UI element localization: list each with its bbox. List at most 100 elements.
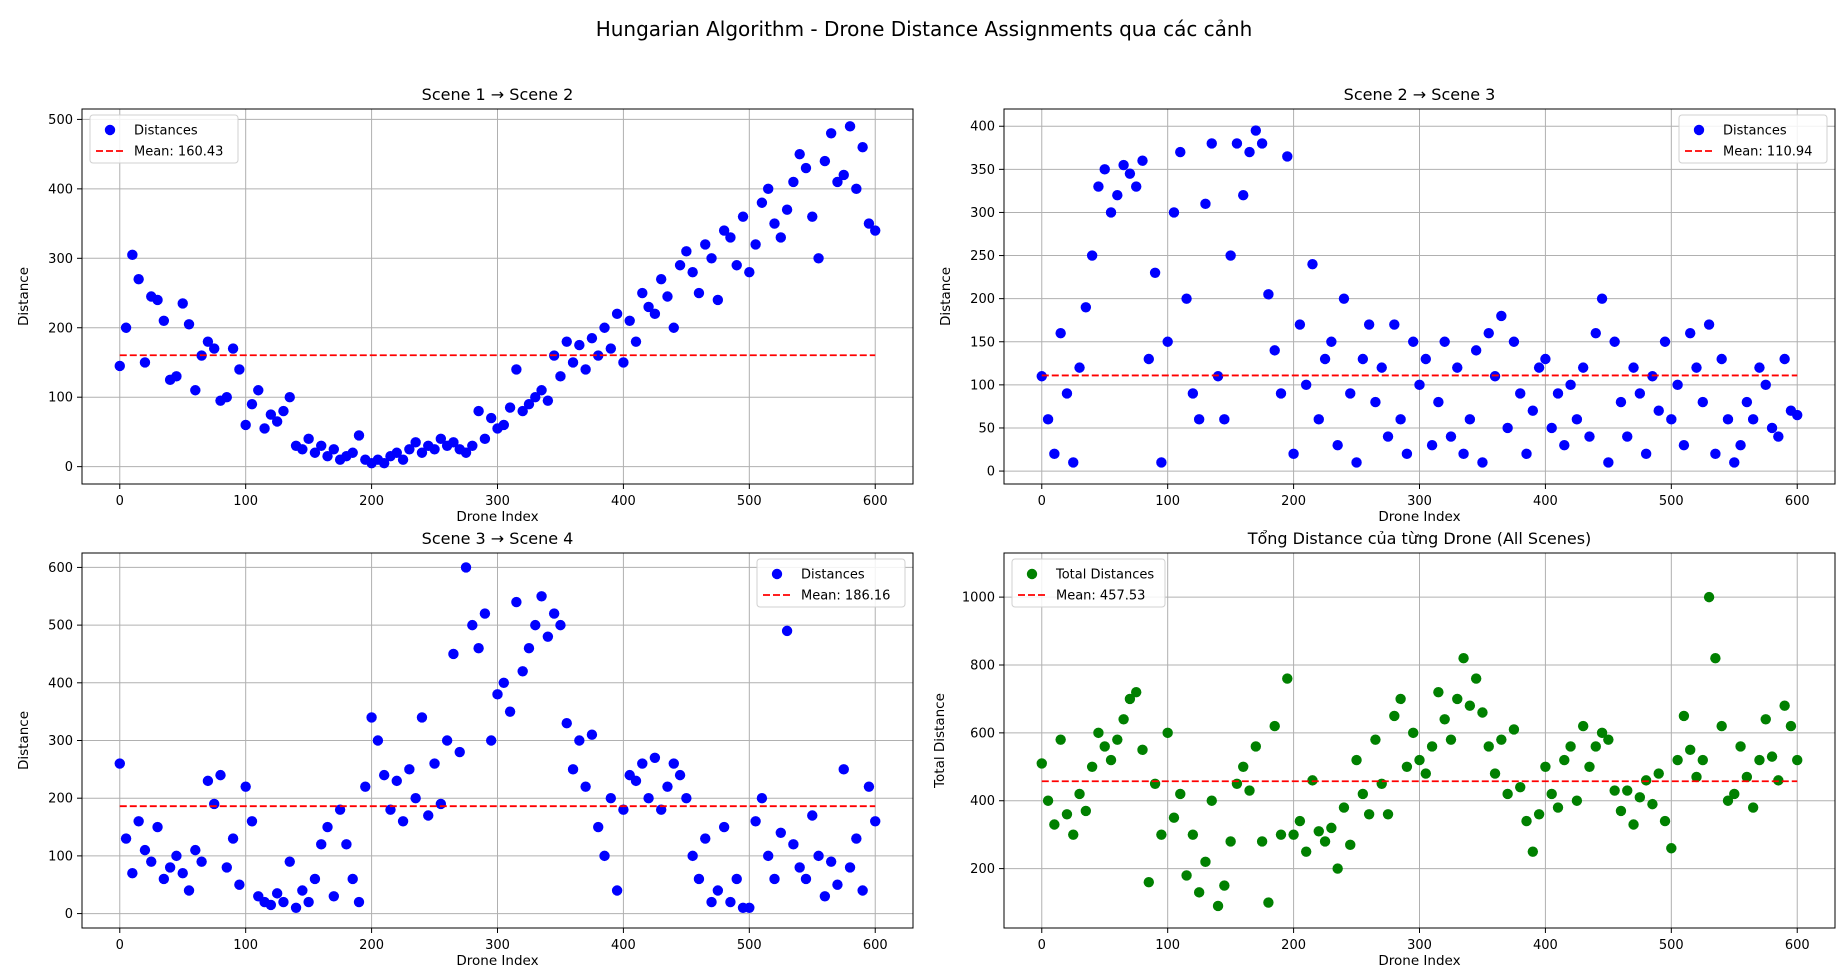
data-point <box>1395 693 1406 705</box>
data-point <box>1363 809 1375 820</box>
data-point <box>1238 190 1249 201</box>
x-tick-label: 200 <box>1281 938 1306 953</box>
legend-marker <box>771 568 783 580</box>
data-point <box>769 218 780 229</box>
data-point <box>1206 795 1217 806</box>
data-point <box>1200 198 1211 210</box>
data-point <box>378 769 390 781</box>
data-point <box>1703 319 1715 330</box>
data-point <box>737 211 749 222</box>
data-point <box>190 385 201 396</box>
data-point <box>1181 870 1192 881</box>
data-point <box>750 816 761 827</box>
x-tick-label: 100 <box>233 938 258 953</box>
data-point <box>599 322 610 333</box>
data-point <box>1716 720 1727 732</box>
data-point <box>1439 714 1450 725</box>
data-point <box>209 798 220 810</box>
data-point <box>1533 809 1545 820</box>
data-point <box>1055 327 1066 339</box>
legend-label-series: Distances <box>1723 124 1787 139</box>
data-point <box>1319 353 1331 365</box>
data-point <box>486 735 497 746</box>
data-point <box>712 885 724 896</box>
data-point <box>725 896 736 908</box>
data-point <box>1666 414 1677 425</box>
data-point <box>567 357 579 368</box>
data-point <box>687 850 698 862</box>
x-tick-label: 400 <box>1533 494 1558 509</box>
data-point <box>253 385 264 396</box>
data-point <box>1256 138 1268 149</box>
data-point <box>1099 164 1110 175</box>
data-point <box>775 232 786 243</box>
data-point <box>851 183 862 195</box>
data-point <box>429 444 440 455</box>
data-point <box>152 294 163 306</box>
data-point <box>781 625 793 637</box>
data-point <box>832 879 843 890</box>
data-point <box>1124 168 1136 179</box>
y-tick-label: 400 <box>970 120 995 135</box>
data-point <box>1464 414 1476 425</box>
x-tick-label: 400 <box>1533 938 1558 953</box>
y-tick-label: 100 <box>970 378 995 393</box>
data-point <box>1376 778 1387 789</box>
data-point <box>1118 714 1129 725</box>
data-point <box>1735 440 1746 451</box>
data-point <box>1370 396 1381 408</box>
data-point <box>1596 293 1608 304</box>
data-point <box>655 273 667 285</box>
data-point <box>511 596 522 608</box>
gridlines <box>1004 553 1835 928</box>
data-point <box>605 343 617 354</box>
data-point <box>1345 839 1356 851</box>
data-point <box>718 225 730 236</box>
x-tick-label: 100 <box>1155 494 1180 509</box>
data-point <box>1401 448 1413 460</box>
data-point <box>1269 345 1280 356</box>
legend-label-mean: Mean: 457.53 <box>1056 589 1145 604</box>
data-point <box>1357 353 1369 365</box>
data-point <box>202 336 214 347</box>
data-point <box>278 896 289 908</box>
data-point <box>1596 727 1608 739</box>
data-point <box>1181 293 1192 304</box>
data-point <box>731 873 742 885</box>
data-point <box>183 885 195 896</box>
data-point <box>221 862 232 873</box>
data-point <box>1710 653 1721 664</box>
x-tick-label: 0 <box>1038 494 1046 509</box>
data-point <box>674 769 686 781</box>
x-tick-label: 0 <box>116 494 124 509</box>
data-point <box>1685 327 1696 339</box>
data-point <box>1357 788 1369 800</box>
data-point <box>1577 720 1589 732</box>
data-point <box>171 371 182 382</box>
data-point <box>259 423 270 434</box>
data-point <box>429 758 440 769</box>
data-point <box>347 873 358 885</box>
data-point <box>593 821 604 833</box>
data-point <box>385 804 396 815</box>
data-point <box>1042 795 1054 806</box>
data-point <box>152 821 163 833</box>
data-point <box>1622 785 1633 796</box>
data-point <box>1074 788 1085 800</box>
data-point <box>511 364 522 375</box>
data-point <box>1389 710 1400 722</box>
data-point <box>807 211 818 222</box>
data-point <box>574 735 585 746</box>
data-point <box>1414 379 1425 391</box>
data-point <box>460 447 472 458</box>
data-point <box>246 398 258 410</box>
data-point <box>1250 741 1262 752</box>
data-point <box>1300 379 1312 391</box>
data-point <box>1603 457 1614 468</box>
data-point <box>1552 388 1564 399</box>
data-point <box>1464 700 1476 711</box>
x-tick-label: 100 <box>1155 938 1180 953</box>
data-point <box>1766 422 1778 434</box>
data-point <box>712 294 724 306</box>
data-point <box>246 816 258 827</box>
